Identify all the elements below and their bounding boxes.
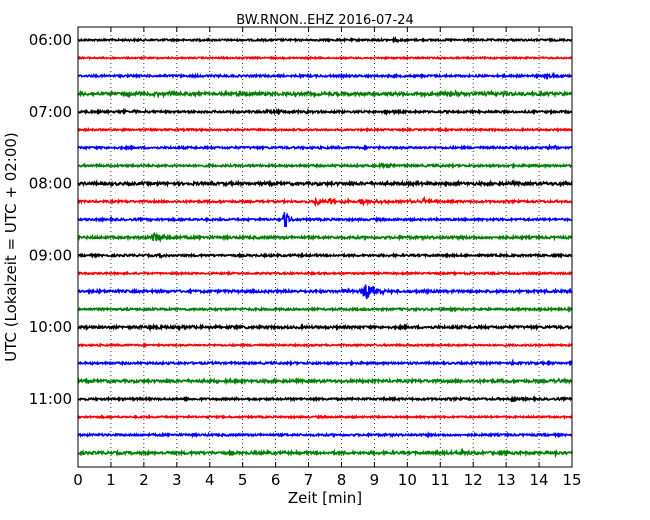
trace-line	[77, 89, 573, 99]
trace-line	[77, 35, 573, 44]
y-axis-label: UTC (Lokalzeit = UTC + 02:00)	[2, 132, 20, 362]
trace-line	[77, 431, 573, 439]
y-tick-label: 06:00	[29, 31, 72, 49]
x-tick-label: 11	[431, 471, 450, 489]
plot-frame	[77, 26, 573, 468]
trace-line	[77, 358, 573, 367]
x-tick-label: 15	[562, 471, 581, 489]
x-tick-label: 2	[139, 471, 149, 489]
trace-line	[77, 270, 573, 277]
trace-group	[77, 35, 573, 459]
trace-line	[77, 212, 573, 228]
trace-line	[77, 395, 573, 403]
x-tick-label: 13	[497, 471, 516, 489]
trace-line	[77, 232, 573, 244]
y-tick-label: 08:00	[29, 175, 72, 193]
x-tick-label: 10	[398, 471, 417, 489]
trace-line	[77, 179, 573, 189]
trace-line	[77, 305, 573, 313]
chart-title: BW.RNON..EHZ 2016-07-24	[236, 13, 414, 28]
x-tick-label: 12	[464, 471, 483, 489]
trace-line	[77, 284, 573, 300]
trace-line	[77, 376, 573, 386]
x-axis-label: Zeit [min]	[288, 489, 362, 507]
x-tick-label: 6	[271, 471, 281, 489]
trace-line	[77, 107, 573, 117]
x-tick-label: 1	[106, 471, 116, 489]
trace-line	[77, 71, 573, 80]
grid-lines	[110, 27, 540, 467]
x-tick-label: 4	[205, 471, 215, 489]
x-tick-label: 5	[238, 471, 248, 489]
y-tick-label: 10:00	[29, 318, 72, 336]
x-tick-label: 7	[304, 471, 314, 489]
axis-ticks: 0 1 2 3 4 5 6 7 8 9 10 11 12 13 14 1506:0007:0008:0009:…	[29, 27, 582, 489]
x-tick-label: 9	[370, 471, 380, 489]
trace-line	[77, 143, 573, 152]
y-tick-label: 09:00	[29, 246, 72, 264]
x-tick-label: 14	[530, 471, 549, 489]
trace-line	[77, 342, 573, 349]
y-tick-label: 11:00	[29, 390, 72, 408]
trace-line	[77, 447, 573, 459]
trace-line	[77, 195, 573, 208]
x-tick-label: 0	[73, 471, 83, 489]
x-tick-label: 8	[337, 471, 347, 489]
trace-line	[77, 55, 573, 61]
trace-line	[77, 126, 573, 133]
trace-line	[77, 322, 573, 333]
trace-line	[77, 161, 573, 170]
x-tick-label: 3	[172, 471, 182, 489]
trace-line	[77, 414, 573, 420]
trace-line	[77, 251, 573, 260]
y-tick-label: 07:00	[29, 103, 72, 121]
